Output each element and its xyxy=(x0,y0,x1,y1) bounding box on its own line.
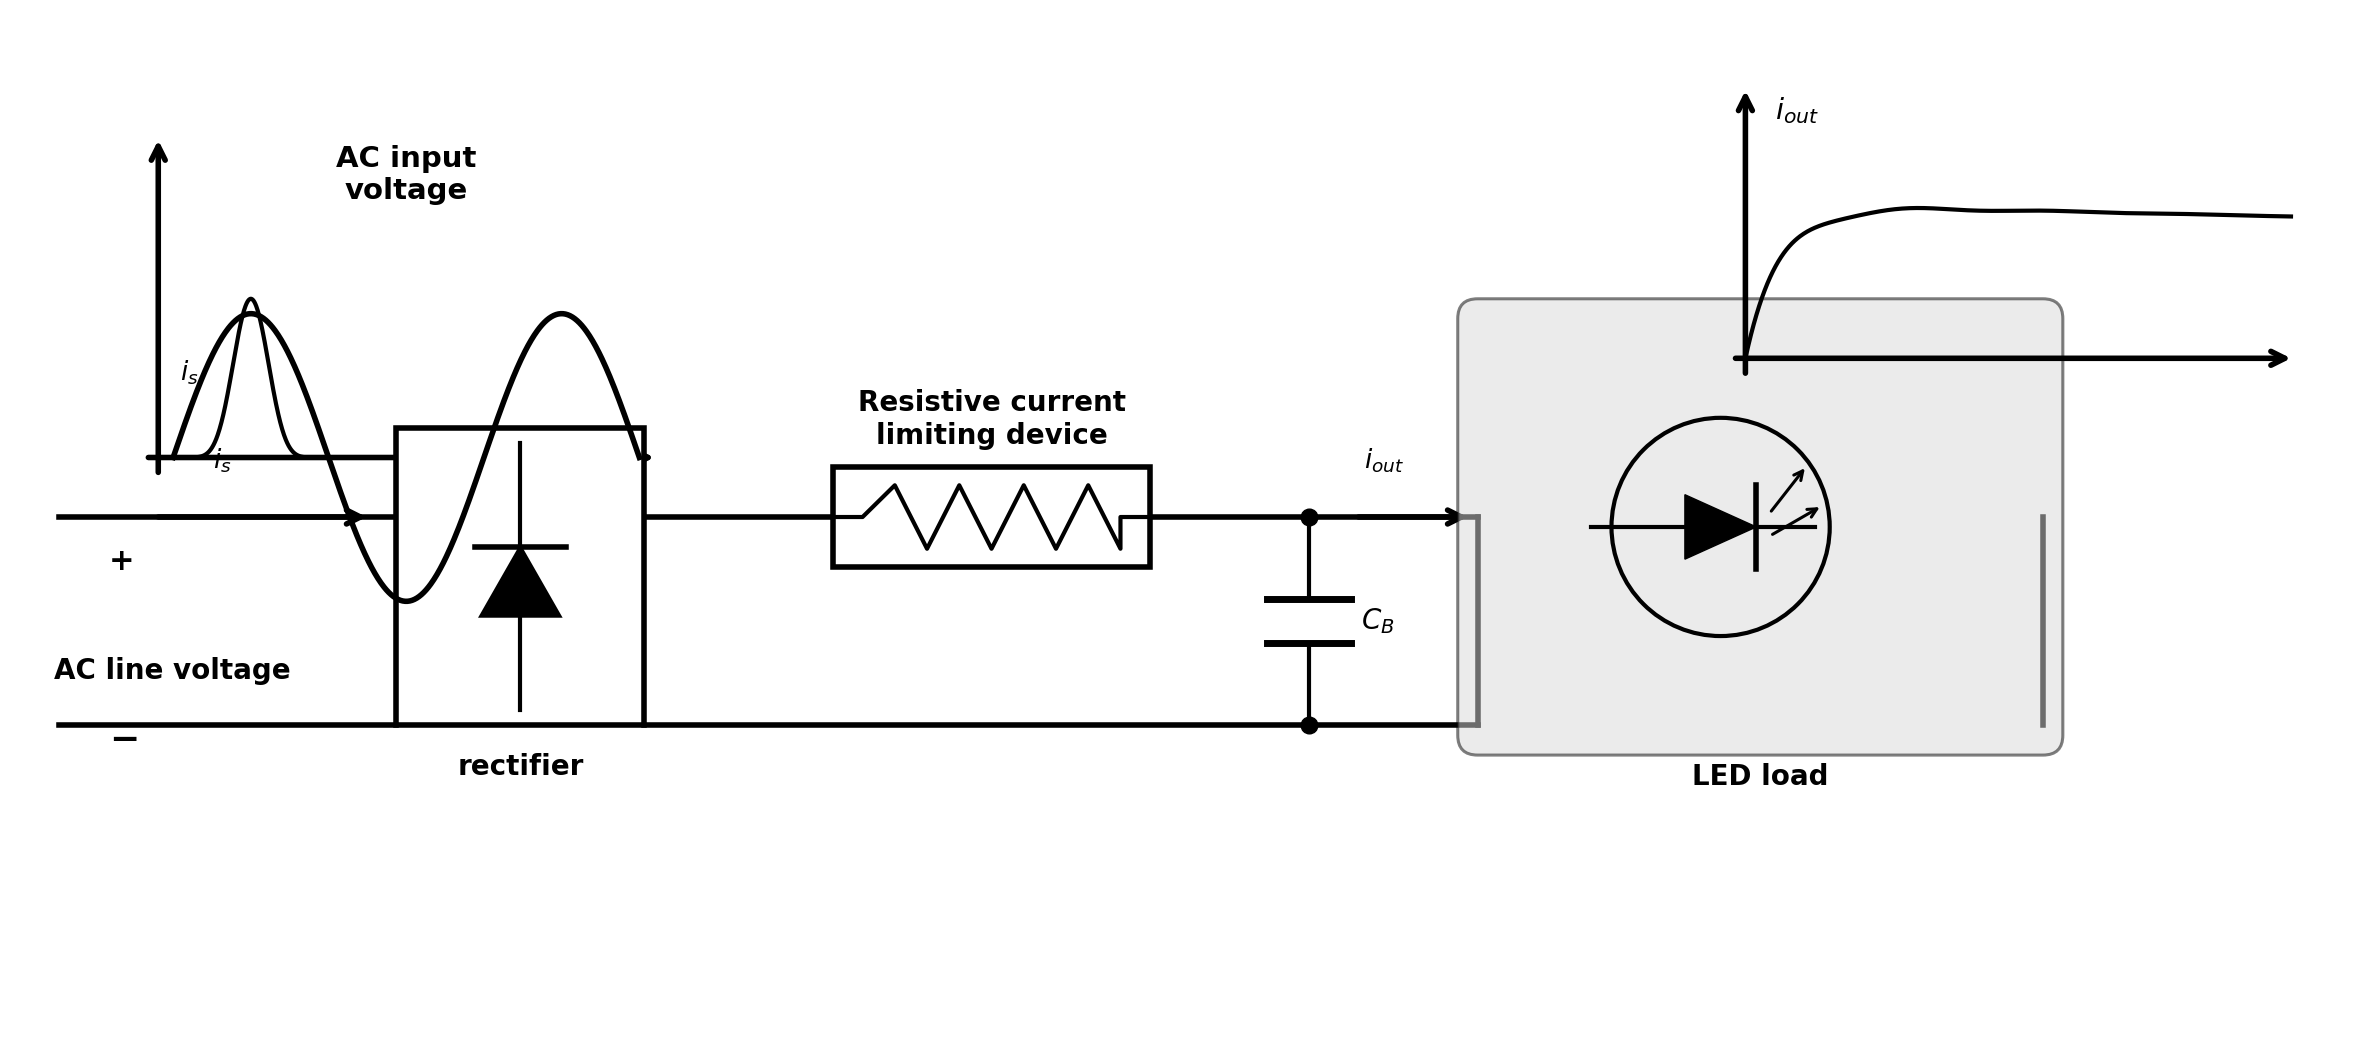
Text: $i_{out}$: $i_{out}$ xyxy=(1775,95,1820,127)
Text: Resistive current
limiting device: Resistive current limiting device xyxy=(858,389,1127,450)
Text: +: + xyxy=(108,548,134,577)
Text: AC line voltage: AC line voltage xyxy=(54,656,290,684)
Polygon shape xyxy=(1685,495,1756,559)
Text: $C_B$: $C_B$ xyxy=(1360,607,1393,636)
Text: −: − xyxy=(108,723,139,757)
Text: $i_{out}$: $i_{out}$ xyxy=(1362,447,1405,475)
Text: $i_s$: $i_s$ xyxy=(179,359,198,388)
Text: $i_s$: $i_s$ xyxy=(212,447,231,475)
Text: AC input
voltage: AC input voltage xyxy=(337,145,476,205)
Polygon shape xyxy=(481,546,561,616)
FancyBboxPatch shape xyxy=(832,468,1150,566)
FancyBboxPatch shape xyxy=(1457,299,2062,755)
Text: rectifier: rectifier xyxy=(457,753,585,781)
FancyBboxPatch shape xyxy=(396,427,643,725)
Text: LED load: LED load xyxy=(1692,763,1829,791)
